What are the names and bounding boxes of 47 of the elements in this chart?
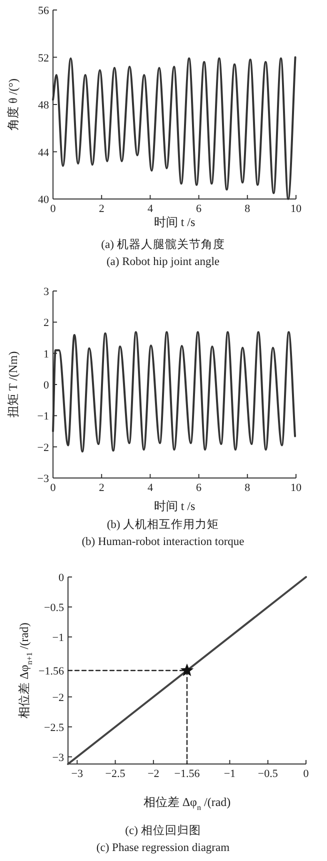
text: (c) Phase regression diagram [96, 842, 230, 854]
y-tick-label: −1.56 [38, 666, 64, 678]
x-tick-label: 8 [244, 482, 251, 494]
x-axis-title: 相位差 Δφ$_{n}$ /(rad) [143, 795, 231, 812]
x-tick-label: 4 [147, 203, 154, 215]
x-tick-label: 10 [290, 203, 302, 215]
text: (b) Human-robot interaction torque [82, 536, 244, 548]
x-tick-label: 0 [303, 768, 310, 780]
y-tick-label: −3 [37, 473, 50, 485]
y-tick-label: −3 [52, 752, 64, 764]
x-tick-label: 10 [290, 482, 302, 494]
x-tick-label: 2 [98, 203, 104, 215]
text: (a) 机器人腿髋关节角度 [101, 237, 225, 251]
y-tick-label: −2 [37, 442, 49, 454]
x-tick-label: 6 [196, 482, 202, 494]
y-tick-label: 44 [38, 146, 50, 159]
y-tick-label: −2 [52, 692, 64, 704]
x-tick-label: −2.5 [105, 768, 126, 780]
y-tick-label: −1 [52, 632, 64, 644]
text: (b) 人机相互作用力矩 [106, 518, 220, 531]
x-tick-label: −1 [224, 768, 236, 780]
y-tick-label: 48 [38, 100, 50, 112]
y-tick-label: −0.5 [44, 602, 64, 614]
x-tick-label: 2 [98, 482, 104, 494]
x-tick-label: −1.56 [174, 768, 200, 780]
text: (c) 相位回归图 [125, 824, 201, 837]
y-tick-label: 2 [44, 317, 49, 330]
y-tick-label: 3 [44, 286, 50, 298]
x-tick-label: −3 [71, 768, 84, 780]
y-tick-label: 0 [44, 380, 50, 392]
x-axis-title: 时间 t /s [154, 215, 196, 229]
y-axis-title: 角度 θ /(°) [6, 78, 20, 130]
y-tick-label: 1 [44, 348, 49, 360]
x-tick-label: −0.5 [258, 768, 278, 780]
y-tick-label: −2.5 [44, 722, 64, 734]
y-tick-label: 40 [38, 194, 50, 206]
y-tick-label: 0 [58, 572, 64, 584]
text: (a) Robot hip joint angle [106, 256, 220, 268]
x-tick-label: −2 [148, 768, 160, 780]
y-axis-title: 扭矩 T /(Nm) [6, 351, 20, 418]
y-tick-label: 56 [38, 5, 50, 17]
x-tick-label: 6 [196, 203, 202, 215]
x-tick-label: 8 [244, 203, 251, 215]
x-tick-label: 4 [147, 482, 154, 494]
y-tick-label: 52 [38, 52, 49, 64]
x-axis-title: 时间 t /s [154, 499, 196, 513]
y-tick-label: −1 [37, 410, 49, 423]
